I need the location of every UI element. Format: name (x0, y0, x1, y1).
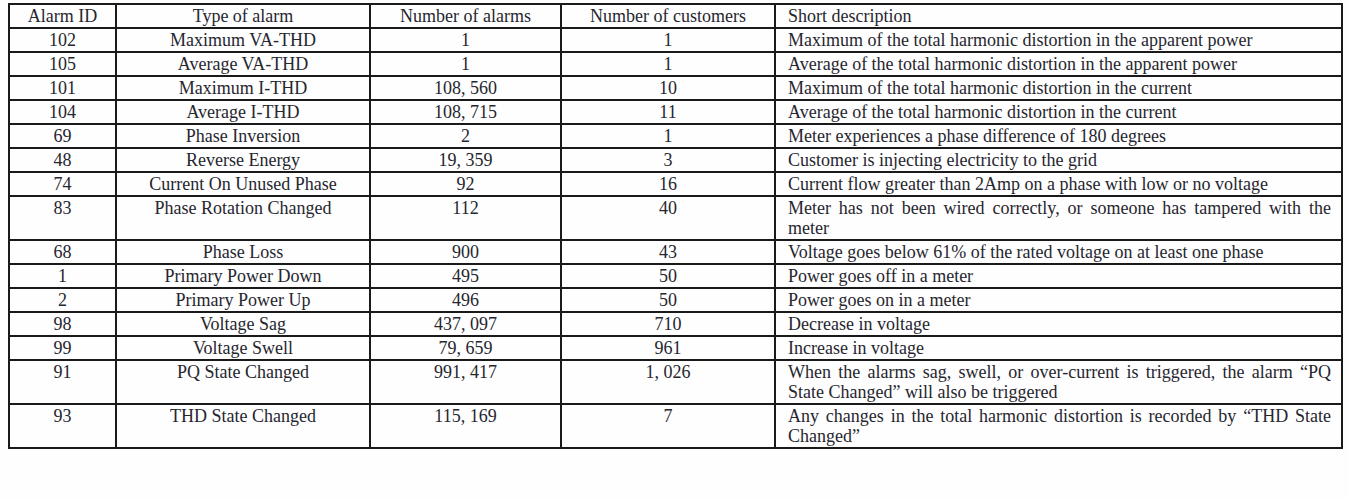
cell-alarm-type: PQ State Changed (116, 360, 370, 404)
cell-alarm-id: 74 (9, 172, 116, 196)
cell-num-customers: 50 (561, 288, 775, 312)
cell-num-alarms: 79, 659 (370, 336, 561, 360)
cell-short-description: When the alarms sag, swell, or over-curr… (775, 360, 1342, 404)
column-header-short-description: Short description (775, 4, 1342, 28)
table-row: 93 THD State Changed 115, 169 7 Any chan… (9, 404, 1342, 448)
cell-alarm-id: 101 (9, 76, 116, 100)
cell-num-customers: 961 (561, 336, 775, 360)
cell-num-customers: 1, 026 (561, 360, 775, 404)
table-row: 101 Maximum I-THD 108, 560 10 Maximum of… (9, 76, 1342, 100)
cell-num-alarms: 496 (370, 288, 561, 312)
cell-short-description: Average of the total harmonic distortion… (775, 100, 1342, 124)
cell-num-customers: 3 (561, 148, 775, 172)
table-row: 69 Phase Inversion 2 1 Meter experiences… (9, 124, 1342, 148)
table-row: 1 Primary Power Down 495 50 Power goes o… (9, 264, 1342, 288)
cell-short-description: Average of the total harmonic distortion… (775, 52, 1342, 76)
table-row: 99 Voltage Swell 79, 659 961 Increase in… (9, 336, 1342, 360)
cell-short-description: Current flow greater than 2Amp on a phas… (775, 172, 1342, 196)
cell-short-description: Power goes off in a meter (775, 264, 1342, 288)
header-row: Alarm ID Type of alarm Number of alarms … (9, 4, 1342, 28)
cell-alarm-type: Phase Loss (116, 240, 370, 264)
table-row: 2 Primary Power Up 496 50 Power goes on … (9, 288, 1342, 312)
cell-num-alarms: 2 (370, 124, 561, 148)
cell-alarm-type: Maximum VA-THD (116, 28, 370, 52)
cell-num-alarms: 495 (370, 264, 561, 288)
cell-short-description: Maximum of the total harmonic distortion… (775, 28, 1342, 52)
cell-num-customers: 1 (561, 124, 775, 148)
table-row: 91 PQ State Changed 991, 417 1, 026 When… (9, 360, 1342, 404)
column-header-alarm-id: Alarm ID (9, 4, 116, 28)
cell-alarm-type: Voltage Swell (116, 336, 370, 360)
cell-alarm-type: Reverse Energy (116, 148, 370, 172)
cell-num-customers: 1 (561, 52, 775, 76)
cell-short-description: Maximum of the total harmonic distortion… (775, 76, 1342, 100)
cell-alarm-id: 104 (9, 100, 116, 124)
cell-short-description: Power goes on in a meter (775, 288, 1342, 312)
table-row: 98 Voltage Sag 437, 097 710 Decrease in … (9, 312, 1342, 336)
cell-num-alarms: 1 (370, 52, 561, 76)
table-row: 68 Phase Loss 900 43 Voltage goes below … (9, 240, 1342, 264)
cell-alarm-type: Current On Unused Phase (116, 172, 370, 196)
column-header-num-customers: Number of customers (561, 4, 775, 28)
cell-alarm-id: 93 (9, 404, 116, 448)
cell-alarm-id: 98 (9, 312, 116, 336)
table-row: 83 Phase Rotation Changed 112 40 Meter h… (9, 196, 1342, 240)
cell-alarm-type: Voltage Sag (116, 312, 370, 336)
cell-alarm-id: 1 (9, 264, 116, 288)
cell-alarm-type: Average VA-THD (116, 52, 370, 76)
cell-alarm-type: Maximum I-THD (116, 76, 370, 100)
cell-alarm-id: 48 (9, 148, 116, 172)
cell-num-alarms: 108, 715 (370, 100, 561, 124)
cell-num-customers: 16 (561, 172, 775, 196)
cell-num-alarms: 1 (370, 28, 561, 52)
cell-alarm-type: Phase Inversion (116, 124, 370, 148)
table-row: 105 Average VA-THD 1 1 Average of the to… (9, 52, 1342, 76)
cell-short-description: Meter experiences a phase difference of … (775, 124, 1342, 148)
cell-alarm-id: 105 (9, 52, 116, 76)
cell-num-alarms: 991, 417 (370, 360, 561, 404)
cell-alarm-type: THD State Changed (116, 404, 370, 448)
cell-short-description: Any changes in the total harmonic distor… (775, 404, 1342, 448)
cell-num-alarms: 112 (370, 196, 561, 240)
cell-short-description: Increase in voltage (775, 336, 1342, 360)
cell-num-alarms: 19, 359 (370, 148, 561, 172)
cell-alarm-type: Phase Rotation Changed (116, 196, 370, 240)
cell-num-alarms: 115, 169 (370, 404, 561, 448)
column-header-num-alarms: Number of alarms (370, 4, 561, 28)
table-row: 104 Average I-THD 108, 715 11 Average of… (9, 100, 1342, 124)
table-row: 74 Current On Unused Phase 92 16 Current… (9, 172, 1342, 196)
cell-alarm-id: 83 (9, 196, 116, 240)
alarm-summary-table: Alarm ID Type of alarm Number of alarms … (8, 3, 1343, 449)
column-header-alarm-type: Type of alarm (116, 4, 370, 28)
cell-num-customers: 7 (561, 404, 775, 448)
cell-num-alarms: 108, 560 (370, 76, 561, 100)
cell-short-description: Customer is injecting electricity to the… (775, 148, 1342, 172)
cell-num-customers: 50 (561, 264, 775, 288)
cell-alarm-type: Primary Power Down (116, 264, 370, 288)
cell-num-alarms: 900 (370, 240, 561, 264)
table-row: 102 Maximum VA-THD 1 1 Maximum of the to… (9, 28, 1342, 52)
cell-short-description: Decrease in voltage (775, 312, 1342, 336)
cell-num-customers: 10 (561, 76, 775, 100)
cell-alarm-id: 68 (9, 240, 116, 264)
cell-alarm-type: Primary Power Up (116, 288, 370, 312)
cell-num-customers: 43 (561, 240, 775, 264)
table-row: 48 Reverse Energy 19, 359 3 Customer is … (9, 148, 1342, 172)
cell-short-description: Meter has not been wired correctly, or s… (775, 196, 1342, 240)
cell-alarm-id: 91 (9, 360, 116, 404)
cell-alarm-id: 102 (9, 28, 116, 52)
cell-alarm-id: 99 (9, 336, 116, 360)
cell-alarm-id: 2 (9, 288, 116, 312)
cell-num-alarms: 92 (370, 172, 561, 196)
cell-alarm-id: 69 (9, 124, 116, 148)
cell-num-customers: 40 (561, 196, 775, 240)
cell-num-customers: 710 (561, 312, 775, 336)
cell-num-alarms: 437, 097 (370, 312, 561, 336)
cell-short-description: Voltage goes below 61% of the rated volt… (775, 240, 1342, 264)
cell-alarm-type: Average I-THD (116, 100, 370, 124)
cell-num-customers: 1 (561, 28, 775, 52)
cell-num-customers: 11 (561, 100, 775, 124)
